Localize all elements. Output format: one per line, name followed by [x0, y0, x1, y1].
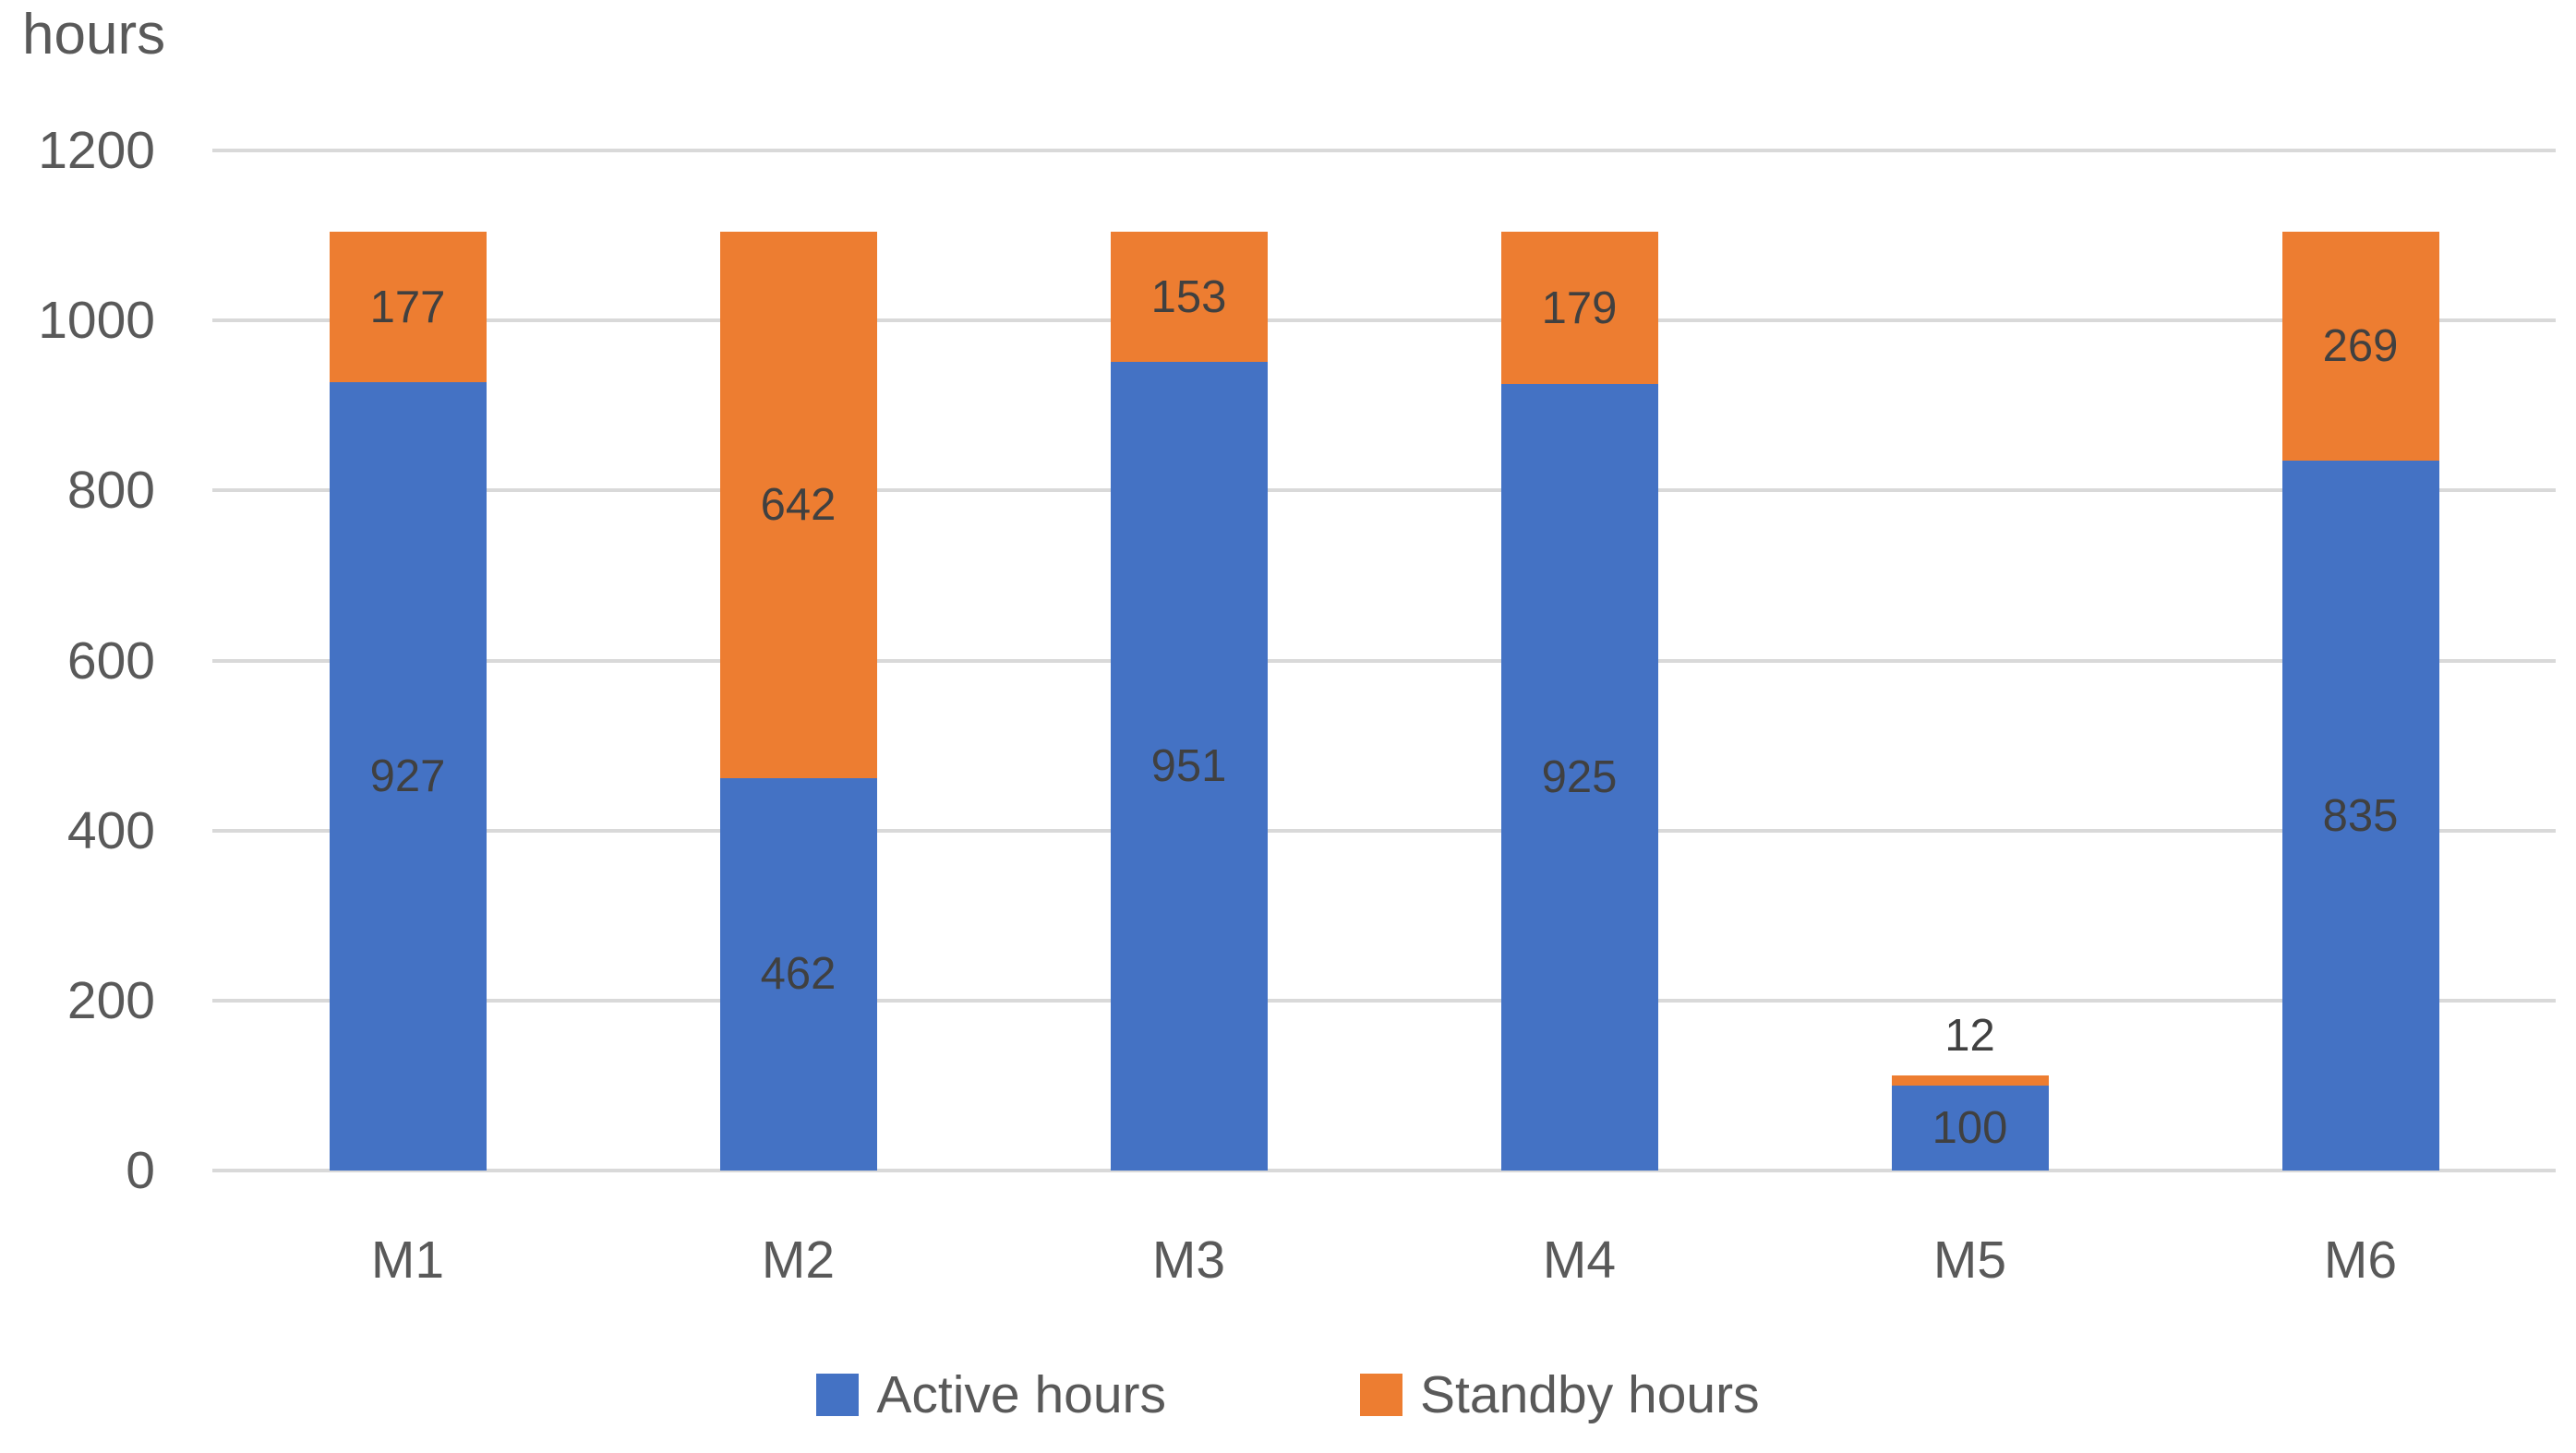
gridline — [212, 828, 2556, 833]
legend-label: Active hours — [876, 1365, 1167, 1424]
plot-area: 927 177 462 642 951 153 925 179 100 12 835 269 — [212, 149, 2556, 1172]
bar-segment-standby — [329, 232, 487, 383]
bar-segment-standby — [1110, 232, 1268, 363]
bar-segment-active — [1110, 362, 1268, 1171]
x-axis-category-label: M6 — [2323, 1231, 2398, 1290]
y-axis-tick-label: 0 — [126, 1141, 155, 1200]
y-axis-tick-label: 200 — [66, 970, 155, 1030]
legend-swatch — [816, 1374, 860, 1416]
bar-segment-standby — [2281, 232, 2439, 462]
gridline — [212, 488, 2556, 493]
bar-slot: 927 177 — [212, 150, 603, 1171]
x-axis-category-label: M5 — [1932, 1231, 2007, 1290]
bar-slot: 462 642 — [603, 150, 993, 1171]
legend-swatch — [1360, 1374, 1403, 1416]
bar-segment-standby — [719, 232, 877, 778]
bar-segment-active — [1500, 384, 1658, 1171]
x-axis-category-label: M2 — [761, 1231, 836, 1290]
y-axis-tick-label: 800 — [66, 461, 155, 521]
y-axis-tick-label: 400 — [66, 800, 155, 860]
bar-segment-active — [719, 777, 877, 1171]
y-axis-tick-label: 600 — [66, 630, 155, 690]
legend: Active hours Standby hours — [0, 1364, 2576, 1425]
legend-item: Standby hours — [1360, 1364, 1760, 1425]
bar-segment-standby — [1500, 232, 1658, 385]
x-axis-category-label: M1 — [370, 1231, 445, 1290]
bar-slot: 100 12 — [1775, 150, 2165, 1171]
legend-label: Standby hours — [1420, 1365, 1760, 1424]
bar-segment-active — [1891, 1085, 2049, 1171]
bar-slot: 835 269 — [2165, 150, 2556, 1171]
gridline — [212, 1169, 2556, 1172]
y-axis-tick-label: 1200 — [38, 121, 155, 180]
gridline — [212, 658, 2556, 663]
legend-item: Active hours — [816, 1364, 1166, 1425]
bar-segment-active — [329, 382, 487, 1171]
gridline — [212, 318, 2556, 323]
bar-segment-standby — [1891, 1075, 2049, 1086]
bar-data-label: 12 — [1944, 1010, 1995, 1061]
bar-segment-active — [2281, 461, 2439, 1171]
y-axis-tick-label: 1000 — [38, 291, 155, 351]
gridline — [212, 149, 2556, 152]
y-axis-title: hours — [22, 3, 166, 66]
bar-slot: 925 179 — [1384, 150, 1775, 1171]
x-axis-category-label: M3 — [1151, 1231, 1226, 1290]
gridline — [212, 998, 2556, 1003]
x-axis-category-label: M4 — [1542, 1231, 1617, 1290]
bar-slot: 951 153 — [993, 150, 1384, 1171]
